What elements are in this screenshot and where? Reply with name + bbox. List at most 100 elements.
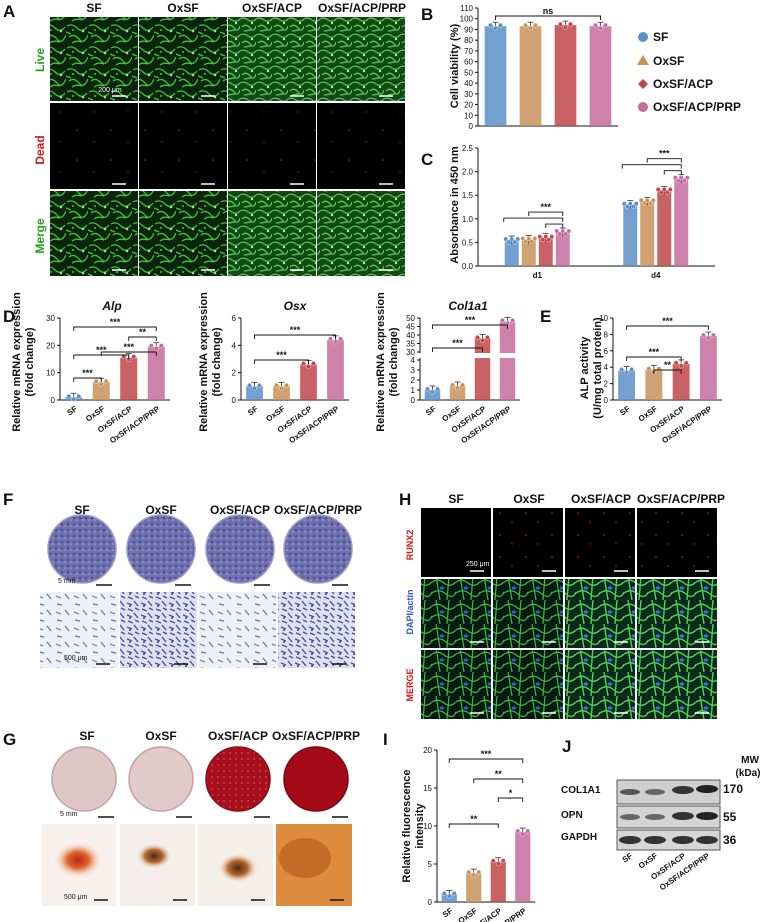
b-ytick-label: 110	[460, 4, 473, 13]
i-point-oxsf-acp-prp	[525, 828, 531, 834]
d-col1a1-xtick-sf: SF	[424, 404, 438, 417]
panel-g-col-oxsf-acp: OxSF/ACP	[208, 729, 268, 743]
c-sig-bracket	[503, 217, 564, 223]
dish-f-oxsf-acp	[205, 514, 275, 584]
d-alp-sig-label: **	[139, 327, 147, 337]
c-ylabel: Absorbance in 450 nm	[449, 146, 461, 264]
d-osx-ytick-label: 6	[232, 314, 237, 323]
i-ylabel: Relative fluorescence intensity	[401, 769, 426, 882]
d-osx-bar-oxsf-acp	[300, 364, 317, 400]
d-col1a1-bar-oxsf-acp-prp	[499, 321, 516, 400]
micrograph-dead-sf	[50, 103, 138, 189]
panel-h-col-oxsf: OxSF	[513, 492, 544, 506]
c-point-d1-sf	[503, 236, 509, 242]
e-ytick-label: 2	[604, 380, 609, 389]
b-point-oxsf-acp-prp	[593, 22, 598, 28]
b-ytick-label: 10	[464, 111, 473, 120]
d-col1a1-sig-label: ***	[452, 338, 463, 348]
c-point-d4-sf	[621, 201, 627, 207]
c-point-d4-oxsf	[650, 197, 656, 203]
c-bar-d4-oxsf-acp	[657, 190, 672, 266]
blot-gapdh	[616, 829, 721, 851]
d-alp-sig-label: ***	[110, 317, 121, 327]
panel-a-col-oxsf: OxSF	[167, 1, 198, 15]
i-point-oxsf	[466, 869, 472, 875]
e-point-sf	[629, 367, 635, 372]
e-ytick-label: 6	[604, 347, 609, 356]
c-point-d4-sf	[633, 201, 639, 207]
i-point-oxsf-acp-prp	[520, 831, 526, 837]
e-point-oxsf-acp-prp	[705, 335, 711, 341]
c-point-d4-oxsf	[638, 197, 644, 203]
band-gapdh-oxsf	[644, 836, 666, 844]
legend-marker-oxsf-acp	[638, 79, 648, 89]
b-point-oxsf	[528, 25, 533, 31]
b-ytick-label: 90	[464, 25, 473, 34]
c-bar-d1-oxsf-acp	[538, 237, 553, 266]
legend: SF OxSF OxSF/ACP OxSF/ACP/PRP	[637, 30, 741, 114]
c-point-d1-oxsf-acp	[537, 234, 543, 240]
d-alp-point-oxsf-acp-prp	[148, 343, 154, 349]
i-ytick-label: 15	[423, 784, 432, 793]
b-ytick-label: 100	[460, 15, 474, 24]
panel-h-scale-label: 250 μm	[466, 561, 490, 568]
c-ytick-label: 0.0	[462, 262, 474, 271]
i-ytick-label: 5	[428, 860, 433, 869]
panel-a-scale-bars	[112, 95, 393, 271]
c-ytick-label: 0.5	[462, 238, 474, 247]
e-point-oxsf-acp-prp	[700, 332, 706, 338]
c-point-d1-oxsf-acp	[549, 234, 555, 240]
legend-marker-oxsf-acp-prp	[638, 102, 648, 112]
d-alp-point-sf	[71, 396, 77, 402]
c-sig-label: ***	[659, 149, 670, 159]
band-opn-oxsf	[645, 814, 665, 820]
d-alp-ylabel: Relative mRNA expression (fold change)	[11, 292, 36, 432]
blot-lane-oxsf: OxSF	[637, 851, 659, 870]
c-bar-d1-oxsf-acp-prp	[555, 232, 570, 266]
e-sig-bracket	[653, 369, 682, 374]
i-ylabel-line1: Relative fluorescence	[401, 769, 413, 882]
e-point-sf	[619, 367, 625, 372]
c-point-d1-sf	[515, 236, 521, 242]
d-col1a1-point-oxsf-acp-prp	[500, 317, 505, 323]
d-osx-point-sf	[247, 382, 252, 388]
band-col1a1-oxsf	[645, 789, 665, 795]
panel-a-col-sf: SF	[86, 1, 101, 15]
d-col1a1-ytick-label: 2	[411, 376, 416, 385]
c-sig-bracket	[663, 170, 682, 175]
d-col1a1-bar-oxsf	[449, 386, 466, 400]
micrograph-merge-oxsf-acp	[228, 191, 316, 276]
panel-label-i: I	[383, 730, 388, 749]
c-sig-bracket	[621, 164, 682, 169]
panel-label-a: A	[3, 2, 15, 21]
d-alp-sig-label: ***	[123, 342, 134, 352]
micrograph-dead-oxsf	[139, 103, 227, 189]
d-col1a1-bar-sf	[424, 390, 441, 400]
micrograph-live-sf	[50, 17, 138, 101]
b-ytick-label: 30	[464, 90, 473, 99]
i-point-oxsf-acp-prp	[515, 828, 521, 834]
d-alp-point-oxsf-acp-prp	[153, 346, 159, 352]
c-xtick-d1: d1	[533, 271, 543, 280]
i-point-sf	[446, 894, 452, 899]
micrograph-h-merge-oxsf	[493, 650, 563, 719]
stain-spot-g-sf	[54, 842, 102, 878]
legend-marker-oxsf	[637, 55, 649, 65]
b-bar-oxsf-acp-prp	[589, 26, 612, 126]
c-point-d4-oxsf	[647, 200, 653, 206]
d-osx-ytick-label: 4	[232, 341, 237, 350]
c-ytick-label: 2.5	[462, 144, 474, 153]
b-point-oxsf	[533, 22, 538, 28]
e-sig-label: ***	[649, 347, 660, 357]
c-bar-d4-oxsf-acp-prp	[674, 178, 689, 266]
micrograph-live-oxsf-acp-prp	[317, 17, 405, 101]
c-point-d4-sf	[630, 204, 636, 210]
panel-j-mw-unit: (kDa)	[735, 768, 760, 779]
d-alp-sig-label: ***	[96, 345, 107, 355]
c-point-d1-oxsf	[529, 239, 535, 244]
e-sig-bracket	[626, 356, 682, 361]
panel-f-scale-top: 5 mm	[58, 578, 76, 585]
d-alp-point-oxsf	[98, 381, 104, 387]
